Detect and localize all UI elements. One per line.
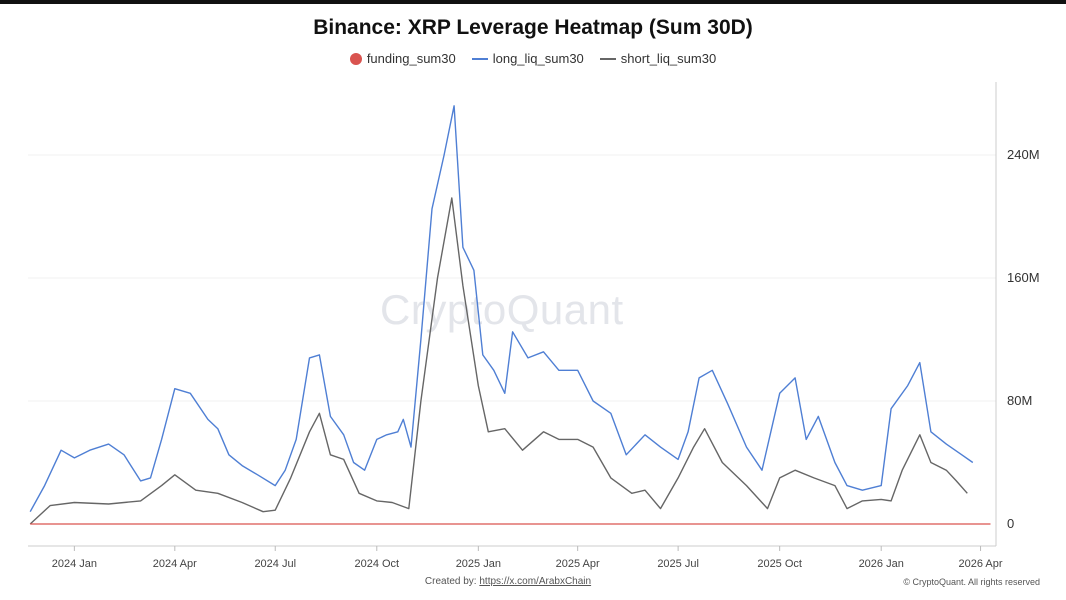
x-tick-label: 2024 Jul [254, 558, 296, 570]
watermark: CryptoQuant [380, 286, 624, 333]
x-tick-label: 2026 Jan [859, 558, 904, 570]
legend-dot-icon [349, 52, 362, 65]
legend-label: short_liq_sum30 [620, 51, 717, 66]
y-tick-label: 240M [1007, 147, 1040, 162]
legend-label: long_liq_sum30 [492, 51, 584, 66]
legend-item-short-liq[interactable]: short_liq_sum30 [599, 51, 717, 66]
creator-link[interactable]: https://x.com/ArabxChain [479, 576, 592, 587]
y-tick-label: 160M [1007, 270, 1040, 285]
chart-title: Binance: XRP Leverage Heatmap (Sum 30D) [313, 16, 753, 39]
footer-credit: Created by: https://x.com/ArabxChain [0, 576, 1016, 587]
footer-copyright: © CryptoQuant. All rights reserved [903, 577, 1040, 587]
legend-item-funding[interactable]: funding_sum30 [349, 51, 456, 66]
legend-line-icon [599, 57, 616, 60]
y-tick-label: 0 [1007, 516, 1014, 531]
series-line-short_liq_sum30 [29, 197, 968, 525]
y-tick-label: 80M [1007, 393, 1032, 408]
legend-line-icon [471, 57, 488, 60]
chart-legend: funding_sum30 long_liq_sum30 short_liq_s… [0, 51, 1066, 66]
legend-label: funding_sum30 [366, 51, 456, 66]
footer-created-label: Created by: [424, 576, 477, 587]
x-tick-label: 2025 Oct [757, 558, 802, 570]
x-tick-label: 2025 Apr [556, 558, 600, 570]
x-tick-label: 2025 Jul [657, 558, 699, 570]
x-tick-label: 2024 Jan [52, 558, 97, 570]
legend-item-long-liq[interactable]: long_liq_sum30 [471, 51, 584, 66]
x-tick-label: 2025 Jan [456, 558, 501, 570]
x-tick-label: 2024 Apr [153, 558, 197, 570]
series-line-long_liq_sum30 [29, 105, 974, 513]
x-tick-label: 2024 Oct [354, 558, 399, 570]
x-tick-label: 2026 Apr [959, 558, 1003, 570]
top-border [0, 0, 1066, 4]
